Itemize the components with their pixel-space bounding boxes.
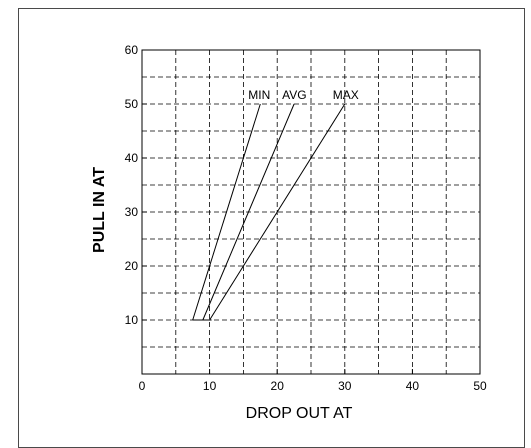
y-tick-label: 60 bbox=[125, 43, 139, 57]
x-axis-title: DROP OUT AT bbox=[246, 405, 353, 422]
chart-frame bbox=[18, 8, 525, 448]
series-line-max bbox=[209, 103, 346, 321]
y-tick-label: 20 bbox=[125, 259, 139, 273]
y-tick-labels: 10 20 30 40 50 60 bbox=[125, 43, 139, 327]
pull-in-drop-out-chart: 0 10 20 30 40 50 10 20 30 40 50 60 MIN AVG MAX DROP … bbox=[91, 43, 487, 422]
series-label-max: MAX bbox=[333, 88, 359, 102]
series-line-avg bbox=[202, 103, 295, 321]
y-axis-title: PULL IN AT bbox=[91, 167, 108, 253]
y-tick-label: 40 bbox=[125, 151, 139, 165]
series-label-min: MIN bbox=[248, 88, 270, 102]
y-tick-label: 30 bbox=[125, 205, 139, 219]
grid bbox=[142, 50, 480, 374]
x-tick-label: 20 bbox=[271, 379, 285, 393]
y-tick-label: 50 bbox=[125, 97, 139, 111]
x-tick-label: 10 bbox=[203, 379, 217, 393]
y-tick-label: 10 bbox=[125, 313, 139, 327]
series-label-avg: AVG bbox=[282, 88, 306, 102]
series-lines bbox=[192, 103, 346, 321]
x-tick-label: 0 bbox=[139, 379, 146, 393]
series-labels: MIN AVG MAX bbox=[248, 88, 359, 102]
series-line-min bbox=[192, 103, 261, 321]
x-tick-label: 40 bbox=[406, 379, 420, 393]
x-tick-label: 30 bbox=[338, 379, 352, 393]
x-tick-label: 50 bbox=[473, 379, 487, 393]
tick-marks bbox=[141, 49, 481, 374]
x-tick-labels: 0 10 20 30 40 50 bbox=[139, 379, 487, 393]
